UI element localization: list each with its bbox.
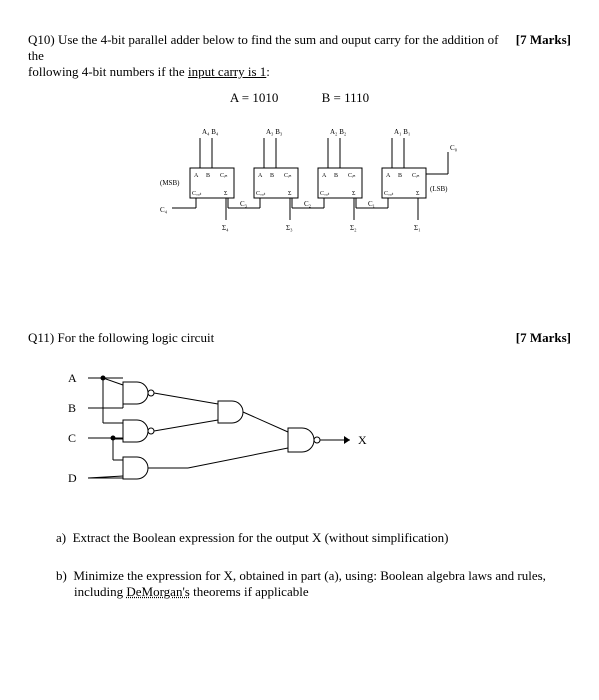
svg-text:Σ: Σ [224,191,228,197]
q11-prompt: Q11) For the following logic circuit [28,330,214,346]
svg-text:A₁ B₁: A₁ B₁ [394,128,410,136]
q11-b-label: b) [56,568,67,583]
svg-text:B: B [398,173,402,179]
q10-header: Q10) Use the 4-bit parallel adder below … [28,32,571,80]
svg-text:Cᵢₙ: Cᵢₙ [348,173,356,179]
svg-text:A: A [386,173,391,179]
svg-text:C₄: C₄ [160,206,168,214]
svg-text:Σ: Σ [288,191,292,197]
q11-a-label: a) [56,530,66,545]
svg-text:A: A [194,173,199,179]
q10-line2-post: : [266,64,270,79]
svg-text:(MSB): (MSB) [160,179,180,187]
svg-text:Σ: Σ [416,191,420,197]
svg-text:Σ₁: Σ₁ [414,224,421,232]
svg-text:A₃ B₃: A₃ B₃ [266,128,283,136]
q11-a-text: Extract the Boolean expression for the o… [73,530,449,545]
svg-text:B: B [270,173,274,179]
q10-line2-pre: following 4-bit numbers if the [28,64,188,79]
svg-text:C₃: C₃ [240,200,248,208]
svg-text:Cᵢₙ: Cᵢₙ [220,173,228,179]
q11-part-b: b) Minimize the expression for X, obtain… [56,568,571,600]
svg-text:A₂ B₂: A₂ B₂ [330,128,347,136]
svg-text:(LSB): (LSB) [430,185,448,193]
svg-text:Cₒᵤₜ: Cₒᵤₜ [192,191,202,197]
svg-text:Cₒᵤₜ: Cₒᵤₜ [256,191,266,197]
q11-marks: [7 Marks] [516,330,571,346]
svg-text:Cₒᵤₜ: Cₒᵤₜ [320,191,330,197]
svg-text:B: B [68,401,76,415]
q10-values: A = 1010 B = 1110 [28,90,571,106]
svg-text:C₀: C₀ [450,144,458,152]
q11-b-post: theorems if applicable [190,584,309,599]
svg-text:B: B [334,173,338,179]
adder-diagram: A₄ B₄ A B Cᵢₙ Cₒᵤₜ Σ Σ₄ A₃ B₃ A B Cᵢₙ Cₒᵤₜ Σ Σ₃ C₃ A₂ B… [140,120,460,250]
q11-block: Q11) For the following logic circuit [7 … [28,330,571,600]
svg-text:Σ₄: Σ₄ [222,224,229,232]
svg-text:C: C [68,431,76,445]
svg-text:B: B [206,173,210,179]
q11-b-underline: DeMorgan's [126,584,189,599]
q10-a: A = 1010 [230,90,279,105]
svg-text:A: A [258,173,263,179]
svg-text:Cᵢₙ: Cᵢₙ [412,173,420,179]
svg-text:D: D [68,471,77,485]
logic-diagram: A B C D X [68,358,398,508]
q10-b: B = 1110 [322,90,370,105]
svg-text:A: A [322,173,327,179]
svg-text:C₁: C₁ [368,200,375,208]
svg-text:Σ₂: Σ₂ [350,224,357,232]
q11-part-a: a) Extract the Boolean expression for th… [56,530,571,546]
svg-text:Σ: Σ [352,191,356,197]
svg-text:A: A [68,371,77,385]
svg-text:Cₒᵤₜ: Cₒᵤₜ [384,191,394,197]
svg-text:C₂: C₂ [304,200,312,208]
q10-line1: Q10) Use the 4-bit parallel adder below … [28,32,498,63]
svg-text:Σ₃: Σ₃ [286,224,293,232]
svg-text:Cᵢₙ: Cᵢₙ [284,173,292,179]
q10-marks: [7 Marks] [516,32,571,80]
q10-text: Q10) Use the 4-bit parallel adder below … [28,32,516,80]
svg-text:X: X [358,433,367,447]
q11-header: Q11) For the following logic circuit [7 … [28,330,571,346]
svg-text:A₄ B₄: A₄ B₄ [202,128,219,136]
q10-line2-underline: input carry is 1 [188,64,266,79]
